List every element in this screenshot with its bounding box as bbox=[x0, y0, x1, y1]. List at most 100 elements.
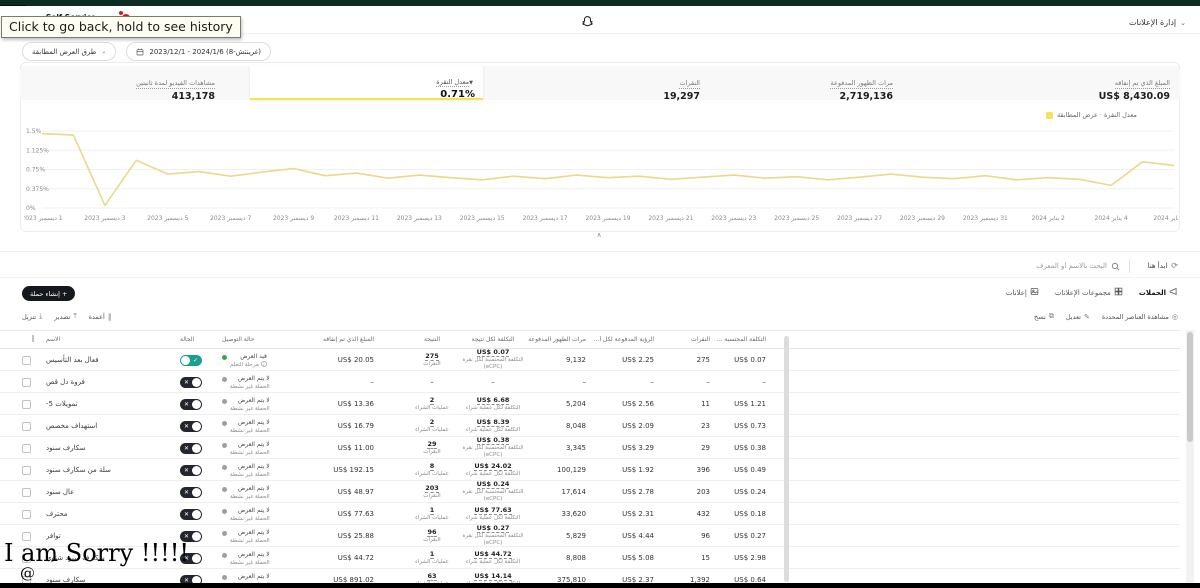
status-toggle[interactable]: ✕ bbox=[180, 486, 202, 498]
column-header-spent[interactable]: المبلغ الذي تم إنفاقه bbox=[323, 336, 374, 343]
clicks-value: 275 bbox=[696, 356, 710, 364]
row-checkbox[interactable] bbox=[22, 487, 31, 497]
row-checkbox[interactable] bbox=[22, 399, 31, 409]
page-scrollbar-thumb[interactable] bbox=[1187, 332, 1193, 442]
status-toggle[interactable]: ✕ bbox=[180, 464, 202, 476]
start-here-link[interactable]: ⟳ ابدأ هنا bbox=[1148, 261, 1178, 270]
column-header-name[interactable]: الاسم bbox=[46, 336, 61, 343]
stat-0[interactable]: مشاهدات الفيديو لمدة ثانيتين 413,178 bbox=[136, 70, 215, 102]
toolbar-left-0[interactable]: ⤓ تنزيل bbox=[22, 312, 42, 321]
table-scrollbar[interactable] bbox=[784, 336, 789, 582]
row-checkbox[interactable] bbox=[22, 377, 31, 387]
attribution-dropdown[interactable]: ⌄ طرق العرض المطابقة bbox=[22, 42, 117, 61]
campaigns-table: الاسم الحالة حالة التوصيل المبلغ الذي تم إن… bbox=[0, 330, 1200, 588]
toolbar-left-1[interactable]: ⤒ تصدير bbox=[54, 312, 76, 321]
campaign-name-link[interactable]: سكارف سنود شتوي bbox=[46, 554, 105, 562]
status-toggle[interactable]: ✕ bbox=[180, 376, 202, 388]
search-input[interactable] bbox=[927, 262, 1107, 270]
column-header-delivery[interactable]: حالة التوصيل bbox=[222, 336, 255, 343]
column-header-ecpc[interactable]: التكلفة المحتسبة لكل نقرة bbox=[716, 336, 766, 343]
results-value[interactable]: 1 عمليات الشراء bbox=[415, 549, 449, 565]
tab-label: إعلانات bbox=[1005, 288, 1027, 297]
select-all-checkbox[interactable] bbox=[32, 335, 34, 342]
snapchat-ghost-icon[interactable] bbox=[580, 15, 595, 34]
column-header-ecpm[interactable]: الرؤية المدفوعة لكل ألف ظهور bbox=[592, 336, 654, 343]
column-header-clicks[interactable]: النقرات bbox=[691, 336, 710, 343]
date-range-picker[interactable]: (غرينتش-8) 2024/1/6 - 2023/12/1 bbox=[126, 42, 272, 61]
tab-2[interactable]: الحملات bbox=[1139, 287, 1178, 298]
refresh-icon: ⟳ bbox=[1171, 261, 1178, 270]
campaign-name-link[interactable]: سكارف سنود bbox=[46, 444, 86, 452]
cost-per-result-value[interactable]: US$ 77.63 التكلفة لكل عملية شراء bbox=[465, 505, 521, 521]
campaign-name-link[interactable]: سلة من سكارف سنود bbox=[46, 466, 111, 474]
clicks-value: 11 bbox=[701, 400, 710, 408]
results-value[interactable]: 2 عمليات الشراء bbox=[415, 395, 449, 411]
page-scrollbar[interactable] bbox=[1186, 330, 1194, 584]
status-toggle[interactable]: ✕ bbox=[180, 552, 202, 564]
row-checkbox[interactable] bbox=[22, 465, 31, 475]
stat-3[interactable]: مرات الظهور المدفوعة 2,719,136 bbox=[830, 70, 893, 102]
row-checkbox[interactable] bbox=[22, 421, 31, 431]
table-row: توافر ✕ لا يتم العرض الحملة غير نشطة US$ 25.… bbox=[0, 525, 1180, 547]
toolbar-left-2[interactable]: ‖ أعمدة bbox=[89, 312, 112, 321]
campaign-name-link[interactable]: عال سنود bbox=[46, 488, 75, 496]
toolbar-right-2[interactable]: ◎ مشاهدة العناصر المحددة bbox=[1102, 312, 1178, 321]
cost-per-result-value[interactable]: US$ 0.07 التكلفة المحتسبة لكل نقرة (eCPC) bbox=[462, 349, 524, 370]
status-toggle[interactable]: ✓ bbox=[180, 354, 202, 366]
campaign-name-link[interactable]: محترف bbox=[46, 510, 68, 518]
tab-1[interactable]: مجموعات الإعلانات bbox=[1055, 287, 1123, 298]
results-value[interactable]: 29 النقرات bbox=[423, 439, 441, 455]
svg-text:1.5%: 1.5% bbox=[26, 128, 42, 135]
stat-1[interactable]: ▼معدل النقرة 0.71% bbox=[250, 66, 483, 100]
campaign-name-link[interactable]: استهداف مخصص bbox=[46, 422, 98, 430]
status-toggle[interactable]: ✕ bbox=[180, 508, 202, 520]
row-checkbox[interactable] bbox=[22, 553, 31, 563]
row-checkbox[interactable] bbox=[22, 443, 31, 453]
cost-per-result-value: – bbox=[491, 378, 495, 386]
campaign-name-link[interactable]: فروة دل قص bbox=[46, 378, 85, 386]
status-toggle[interactable]: ✕ bbox=[180, 574, 202, 586]
toggle-mark: ✕ bbox=[184, 378, 190, 386]
results-value[interactable]: 96 النقرات bbox=[423, 527, 441, 543]
results-value[interactable]: 203 النقرات bbox=[423, 483, 441, 499]
status-toggle[interactable]: ✕ bbox=[180, 420, 202, 432]
campaign-name-link[interactable]: سكارف سنود bbox=[46, 576, 86, 584]
status-toggle[interactable]: ✕ bbox=[180, 442, 202, 454]
column-header-impressions[interactable]: مرات الظهور المدفوعة bbox=[528, 336, 586, 343]
row-checkbox[interactable] bbox=[22, 355, 31, 365]
cost-per-result-value[interactable]: US$ 0.27 التكلفة المحتسبة لكل نقرة (eCPC) bbox=[462, 525, 524, 546]
results-value[interactable]: 8 عمليات الشراء bbox=[415, 461, 449, 477]
stat-label: معدل النقرة bbox=[436, 78, 470, 87]
cost-per-result-value[interactable]: US$ 24.02 التكلفة لكل عملية شراء bbox=[465, 461, 521, 477]
cost-per-result-value[interactable]: US$ 44.72 التكلفة لكل عملية شراء bbox=[465, 549, 521, 565]
clicks-value: 1,392 bbox=[689, 576, 710, 584]
results-value[interactable]: 275 النقرات bbox=[423, 351, 441, 367]
toolbar-right-0[interactable]: ⧉ نسخ bbox=[1034, 312, 1054, 321]
cost-per-result-value[interactable]: US$ 0.24 التكلفة المحتسبة لكل نقرة (eCPC) bbox=[462, 481, 524, 502]
stat-4[interactable]: المبلغ الذي تم إنفاقه US$ 8,430.09 bbox=[1099, 70, 1170, 102]
ecpm-value: US$ 2.09 bbox=[622, 422, 654, 430]
create-campaign-button[interactable]: + إنشاء حملة bbox=[22, 286, 76, 301]
status-toggle[interactable]: ✕ bbox=[180, 530, 202, 542]
cost-per-result-value[interactable]: US$ 0.38 التكلفة المحتسبة لكل نقرة (eCPC) bbox=[462, 437, 524, 458]
clicks-value: 396 bbox=[696, 466, 710, 474]
stat-2[interactable]: النقرات 19,297 bbox=[663, 70, 700, 102]
cost-per-result-value[interactable]: US$ 6.68 التكلفة لكل عملية شراء bbox=[465, 395, 521, 411]
status-toggle[interactable]: ✕ bbox=[180, 398, 202, 410]
tab-0[interactable]: إعلانات bbox=[1006, 287, 1039, 298]
campaign-name-link[interactable]: فعال بعد التأسيس bbox=[46, 356, 99, 364]
results-value[interactable]: 2 عمليات الشراء bbox=[415, 417, 449, 433]
campaign-name-link[interactable]: تمويلات 5- bbox=[46, 400, 78, 408]
row-checkbox[interactable] bbox=[22, 531, 31, 541]
column-header-status[interactable]: الحالة bbox=[180, 336, 195, 343]
toolbar-right-1[interactable]: ✎ تعديل bbox=[1066, 312, 1090, 321]
cost-per-result-value[interactable]: US$ 8.39 التكلفة لكل عملية شراء bbox=[465, 417, 521, 433]
collapse-chart-button[interactable]: ∧ bbox=[596, 231, 602, 239]
row-checkbox[interactable] bbox=[22, 509, 31, 519]
ads-manager-menu[interactable]: ⌄ إدارة الإعلانات bbox=[1129, 18, 1186, 27]
campaign-name-link[interactable]: توافر bbox=[46, 532, 61, 540]
results-value[interactable]: 1 عمليات الشراء bbox=[415, 505, 449, 521]
info-icon[interactable]: i bbox=[260, 361, 267, 367]
delivery-line1: لا يتم العرض bbox=[238, 484, 270, 492]
